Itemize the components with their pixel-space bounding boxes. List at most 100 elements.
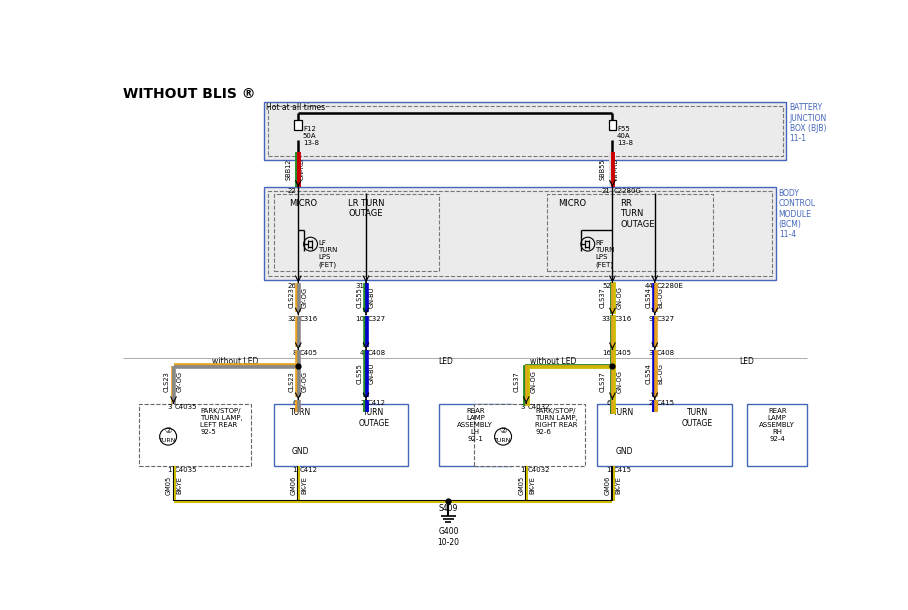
Text: 6: 6 <box>292 400 297 406</box>
Text: TURN: TURN <box>160 438 177 443</box>
Bar <box>264 102 786 160</box>
Bar <box>294 120 302 130</box>
Text: TURN: TURN <box>613 408 635 417</box>
Text: C2280G: C2280G <box>614 188 642 194</box>
Bar <box>273 194 439 271</box>
Text: F12
50A
13-8: F12 50A 13-8 <box>303 126 319 146</box>
Text: 52: 52 <box>602 282 611 289</box>
Text: LED: LED <box>438 357 453 365</box>
Text: 22: 22 <box>288 188 297 194</box>
Text: C4032: C4032 <box>528 467 550 473</box>
Text: CLS37: CLS37 <box>514 371 520 392</box>
Text: BK-YE: BK-YE <box>176 476 183 494</box>
Text: GN-OG: GN-OG <box>617 286 623 309</box>
Text: C4035: C4035 <box>175 467 198 473</box>
Bar <box>474 404 586 466</box>
Text: PARK/STOP/
TURN LAMP,
RIGHT REAR
92-6: PARK/STOP/ TURN LAMP, RIGHT REAR 92-6 <box>536 408 578 435</box>
Bar <box>264 187 775 279</box>
Text: CLS23: CLS23 <box>289 287 295 307</box>
Bar <box>139 404 251 466</box>
Text: without LED: without LED <box>530 357 577 365</box>
Text: GN-OG: GN-OG <box>617 370 623 393</box>
Text: GN-BU: GN-BU <box>369 363 375 384</box>
Bar <box>273 404 409 466</box>
Text: CLS23: CLS23 <box>163 371 170 392</box>
Text: 21: 21 <box>602 188 611 194</box>
Bar <box>439 404 512 466</box>
Text: RR
TURN
OUTAGE: RR TURN OUTAGE <box>620 199 655 229</box>
Bar <box>268 191 772 276</box>
Text: 32: 32 <box>288 316 297 321</box>
Text: 2: 2 <box>360 400 364 406</box>
Text: ②: ② <box>499 426 507 435</box>
Bar <box>268 106 783 156</box>
Text: C408: C408 <box>368 350 386 356</box>
Text: 6: 6 <box>607 400 611 406</box>
Text: TURN: TURN <box>290 408 311 417</box>
Text: 8: 8 <box>292 350 297 356</box>
Text: 2: 2 <box>649 400 653 406</box>
Bar <box>547 194 713 271</box>
Text: C412: C412 <box>300 467 318 473</box>
Text: TURN
OUTAGE: TURN OUTAGE <box>682 408 713 428</box>
Text: GM06: GM06 <box>291 476 297 495</box>
Text: MICRO: MICRO <box>289 199 317 208</box>
Text: SBB12: SBB12 <box>285 159 291 180</box>
Text: C316: C316 <box>614 316 632 321</box>
Text: CLS37: CLS37 <box>600 287 607 307</box>
Text: 3: 3 <box>648 350 653 356</box>
Text: 4: 4 <box>360 350 364 356</box>
Text: 1: 1 <box>607 467 611 473</box>
Text: GND: GND <box>616 447 633 456</box>
Text: CLS54: CLS54 <box>646 363 652 384</box>
Text: CLS23: CLS23 <box>289 371 295 392</box>
Text: BL-OG: BL-OG <box>658 363 664 384</box>
Text: BODY
CONTROL
MODULE
(BCM)
11-4: BODY CONTROL MODULE (BCM) 11-4 <box>779 188 815 239</box>
Text: GN-RD: GN-RD <box>299 159 305 181</box>
Text: GY-OG: GY-OG <box>301 287 307 308</box>
Text: GY-OG: GY-OG <box>301 371 307 392</box>
Text: C412: C412 <box>368 400 386 406</box>
Text: 16: 16 <box>602 350 611 356</box>
Text: TURN
OUTAGE: TURN OUTAGE <box>358 408 390 428</box>
Bar <box>597 404 732 466</box>
Text: LED: LED <box>740 357 755 365</box>
Text: C415: C415 <box>614 467 632 473</box>
Text: BK-YE: BK-YE <box>529 476 535 494</box>
Text: GN-OG: GN-OG <box>531 370 537 393</box>
Text: without LED: without LED <box>212 357 258 365</box>
Text: ②: ② <box>164 426 172 435</box>
Text: GM06: GM06 <box>605 476 611 495</box>
Text: 1: 1 <box>520 467 525 473</box>
Text: C4035: C4035 <box>175 404 198 411</box>
Text: CLS55: CLS55 <box>357 287 363 307</box>
Text: LF
TURN
LPS
(FET): LF TURN LPS (FET) <box>319 240 338 268</box>
Text: 31: 31 <box>355 282 364 289</box>
Text: REAR
LAMP
ASSEMBLY
LH
92-1: REAR LAMP ASSEMBLY LH 92-1 <box>458 408 493 442</box>
Text: 3: 3 <box>167 404 172 411</box>
Text: C405: C405 <box>614 350 632 356</box>
Text: C316: C316 <box>300 316 318 321</box>
Text: C405: C405 <box>300 350 318 356</box>
Text: S409: S409 <box>439 504 459 512</box>
Text: C2280E: C2280E <box>656 282 683 289</box>
Text: 9: 9 <box>648 316 653 321</box>
Text: 33: 33 <box>602 316 611 321</box>
Text: C4032: C4032 <box>528 404 550 411</box>
Text: Hot at all times: Hot at all times <box>266 103 325 112</box>
Text: G400
10-20: G400 10-20 <box>438 528 459 547</box>
Text: 1: 1 <box>292 467 297 473</box>
Text: RF
TURN
LPS
(FET): RF TURN LPS (FET) <box>596 240 615 268</box>
Text: 10: 10 <box>355 316 364 321</box>
Text: BATTERY
JUNCTION
BOX (BJB)
11-1: BATTERY JUNCTION BOX (BJB) 11-1 <box>790 103 827 143</box>
Text: CLS55: CLS55 <box>357 363 363 384</box>
Text: PARK/STOP/
TURN LAMP,
LEFT REAR
92-5: PARK/STOP/ TURN LAMP, LEFT REAR 92-5 <box>201 408 243 435</box>
Text: CLS37: CLS37 <box>600 371 607 392</box>
Text: F55
40A
13-8: F55 40A 13-8 <box>617 126 633 146</box>
Text: CLS54: CLS54 <box>646 287 652 307</box>
Text: TURN: TURN <box>494 438 512 443</box>
Text: 1: 1 <box>167 467 172 473</box>
Text: GN-BU: GN-BU <box>369 287 375 308</box>
Text: C415: C415 <box>656 400 675 406</box>
Bar <box>747 404 807 466</box>
